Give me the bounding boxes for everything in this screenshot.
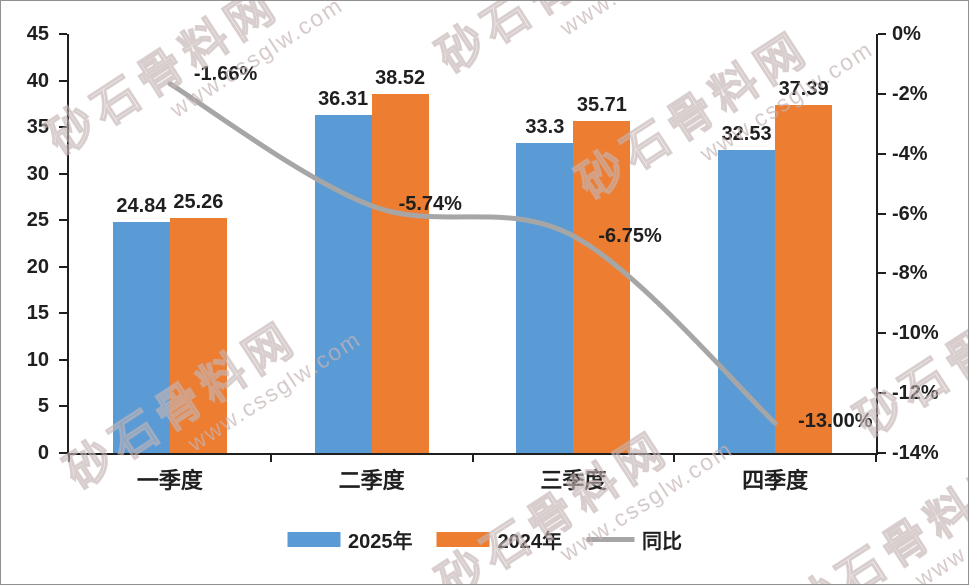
legend-label: 2024年 xyxy=(497,531,563,553)
bar-value-label: 32.53 xyxy=(721,123,772,146)
trend-line xyxy=(167,81,778,426)
bar-2025年-一季度 xyxy=(112,221,170,453)
left-axis-tick xyxy=(59,405,67,408)
right-axis-tick-label: -10% xyxy=(892,322,939,345)
right-axis-tick xyxy=(878,272,886,275)
bar-value-label: 35.71 xyxy=(576,93,627,116)
legend-item-同比: 同比 xyxy=(586,525,682,554)
left-axis-tick-label: 20 xyxy=(26,255,49,278)
bar-value-label: 24.84 xyxy=(116,194,167,217)
bar-2024年-三季度 xyxy=(573,120,631,453)
legend-swatch-icon xyxy=(436,532,490,547)
legend-label: 2025年 xyxy=(348,531,413,553)
left-axis-tick xyxy=(59,33,67,35)
x-axis-tick xyxy=(471,455,474,462)
right-axis-tick xyxy=(878,33,886,35)
left-axis-tick xyxy=(59,452,67,454)
bar-2024年-二季度 xyxy=(371,94,429,453)
right-axis-tick xyxy=(878,92,886,95)
category-label: 三季度 xyxy=(540,468,607,493)
legend-line-icon xyxy=(586,537,634,542)
right-axis-tick xyxy=(878,212,886,215)
bar-2024年-四季度 xyxy=(775,104,833,453)
x-axis-tick xyxy=(875,455,877,462)
x-axis-line xyxy=(67,453,878,455)
left-axis-tick xyxy=(59,126,67,129)
bar-2025年-四季度 xyxy=(718,150,776,453)
right-axis-tick-label: -6% xyxy=(892,202,928,225)
bar-value-label: 38.52 xyxy=(375,67,426,90)
left-axis-tick-label: 0 xyxy=(37,442,49,464)
x-axis-tick xyxy=(269,455,272,462)
left-axis-tick-label: 15 xyxy=(26,302,49,325)
legend-item-2025年: 2025年 xyxy=(287,525,413,554)
legend-label: 同比 xyxy=(642,531,682,553)
right-axis-tick-label: -4% xyxy=(892,142,928,165)
left-axis-tick xyxy=(59,265,67,268)
x-axis-tick xyxy=(673,455,676,462)
right-axis-tick-label: 0% xyxy=(892,23,921,45)
left-axis-tick xyxy=(59,358,67,361)
left-axis-line xyxy=(67,34,69,455)
left-axis-tick-label: 45 xyxy=(26,23,49,45)
bar-value-label: 33.3 xyxy=(525,115,565,138)
trend-point-label: -1.66% xyxy=(193,62,258,85)
left-axis-tick-label: 30 xyxy=(26,162,49,185)
bar-value-label: 37.39 xyxy=(778,77,829,100)
left-axis-tick xyxy=(59,79,67,82)
right-axis-tick xyxy=(878,332,886,335)
left-axis-tick-label: 10 xyxy=(26,348,49,371)
bar-value-label: 36.31 xyxy=(318,87,369,110)
right-axis-tick-label: -2% xyxy=(892,82,928,105)
bar-value-label: 25.26 xyxy=(173,190,224,213)
left-axis-tick-label: 40 xyxy=(26,69,49,92)
category-label: 一季度 xyxy=(136,468,203,493)
right-axis-tick xyxy=(878,152,886,155)
trend-point-label: -13.00% xyxy=(798,410,873,433)
right-axis-line xyxy=(876,34,878,455)
left-axis-tick xyxy=(59,312,67,315)
trend-point-label: -6.75% xyxy=(598,225,662,247)
category-label: 四季度 xyxy=(742,468,809,493)
bar-2025年-二季度 xyxy=(314,114,372,453)
right-axis-tick-label: -8% xyxy=(892,262,928,285)
right-axis-tick xyxy=(878,392,886,395)
right-axis-tick-label: -14% xyxy=(892,442,939,464)
legend-item-2024年: 2024年 xyxy=(436,525,563,554)
left-axis-tick-label: 25 xyxy=(26,209,49,232)
right-axis-tick xyxy=(878,452,886,454)
left-axis-tick-label: 5 xyxy=(37,395,49,418)
trend-point-label: -5.74% xyxy=(398,192,462,215)
x-axis-tick xyxy=(68,455,70,462)
legend-swatch-icon xyxy=(287,532,340,547)
category-label: 二季度 xyxy=(338,468,405,493)
bar-2025年-三季度 xyxy=(516,142,574,453)
left-axis-tick xyxy=(59,172,67,175)
bar-2024年-一季度 xyxy=(169,217,227,453)
right-axis-tick-label: -12% xyxy=(892,382,939,405)
left-axis-tick xyxy=(59,219,67,222)
left-axis-tick-label: 35 xyxy=(26,116,49,139)
legend: 2025年 2024年 同比 xyxy=(287,525,682,554)
